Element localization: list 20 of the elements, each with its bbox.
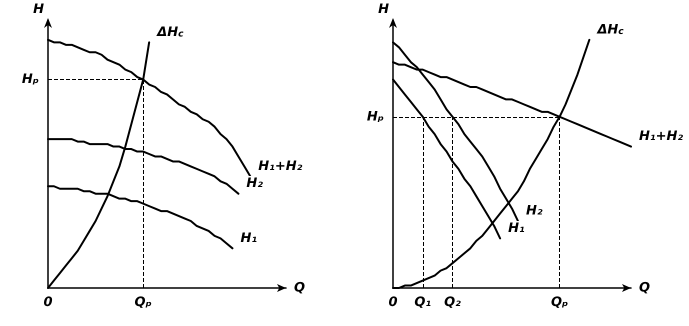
x-tick-label: Q₁ xyxy=(414,295,432,310)
ref-line-label: Hₚ xyxy=(366,109,384,124)
series-label: ΔHc xyxy=(156,24,184,40)
series-label: H₂ xyxy=(246,176,264,192)
series-label: H₁ xyxy=(240,230,258,246)
x-axis-title: Q xyxy=(639,280,650,296)
ref-line-label: Hₚ xyxy=(22,72,39,88)
x-tick-label: Qₚ xyxy=(134,295,152,310)
x-tick-label: 0 xyxy=(43,295,53,310)
series-label: H₁+H₂ xyxy=(639,129,684,144)
series-label: ΔHc xyxy=(596,22,624,38)
series-label: H₁ xyxy=(508,220,525,236)
x-axis-title: Q xyxy=(294,280,306,296)
x-tick-label: 0 xyxy=(388,295,398,310)
x-tick-label: Qₚ xyxy=(550,295,568,310)
series-label: H₁+H₂ xyxy=(258,158,303,174)
series-label: H₂ xyxy=(526,204,543,218)
x-tick-label: Q₂ xyxy=(444,295,462,310)
y-axis-title: H xyxy=(378,2,390,17)
y-axis-title: H xyxy=(33,2,44,17)
